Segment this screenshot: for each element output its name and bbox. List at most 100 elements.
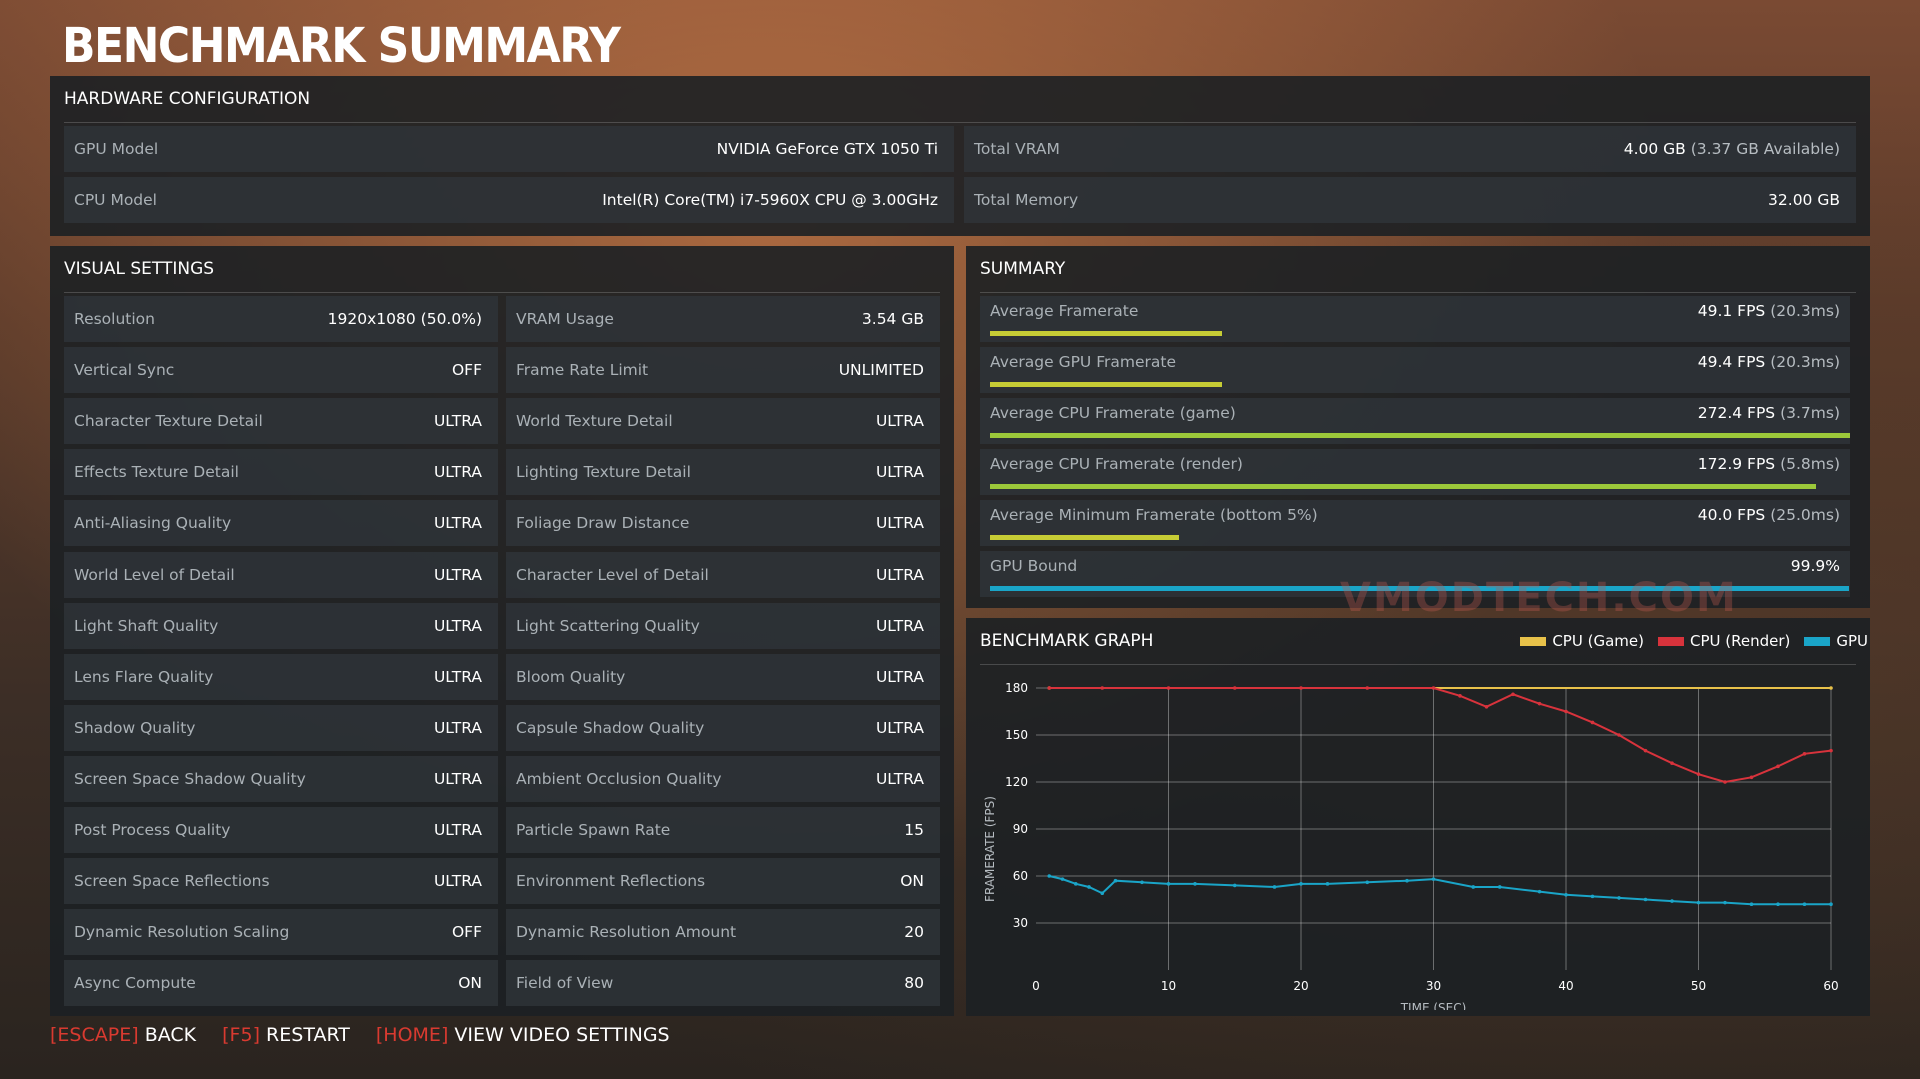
visual-setting-row: Screen Space Reflections ULTRA — [64, 858, 498, 905]
page-title: BENCHMARK SUMMARY — [62, 18, 621, 75]
visual-setting-value: ULTRA — [433, 463, 482, 482]
data-point — [1537, 701, 1542, 706]
visual-setting-value: 80 — [904, 974, 924, 993]
visual-setting-value: 1920x1080 (50.0%) — [327, 310, 482, 328]
summary-value: 40.0 FPS (25.0ms) — [1698, 506, 1840, 524]
legend-swatch-gpu — [1804, 636, 1831, 646]
summary-label: Average GPU Framerate — [990, 353, 1176, 371]
visual-setting-value: ON — [458, 974, 482, 993]
home-key: HOME — [383, 1024, 441, 1046]
visual-setting-value: ULTRA — [875, 616, 924, 635]
data-point — [1776, 764, 1780, 769]
data-point — [1431, 686, 1436, 690]
summary-value: 172.9 FPS (5.8ms) — [1698, 455, 1840, 473]
escape-back-button[interactable]: [ESCAPE] BACK — [50, 1024, 197, 1046]
visual-setting-label: Dynamic Resolution Scaling — [74, 923, 290, 942]
summary-value: 99.9% — [1791, 557, 1840, 575]
data-point — [1802, 902, 1807, 906]
visual-setting-label: Bloom Quality — [516, 667, 626, 686]
graph-legend: CPU (Game) CPU (Render) GPU — [1520, 632, 1868, 650]
visual-setting-row: Vertical Sync OFF — [64, 347, 498, 394]
y-tick-label: 30 — [1013, 916, 1028, 930]
f5-key: F5 — [229, 1024, 253, 1046]
cpu-model-row: CPU Model Intel(R) Core(TM) i7-5960X CPU… — [64, 177, 954, 223]
visual-setting-value: OFF — [451, 923, 482, 942]
data-point — [1497, 885, 1502, 889]
benchmark-graph-chart: 30 60 90 120 150 180 0 10 20 30 40 50 60 TIME (SEC) FR… — [983, 681, 1839, 1010]
visual-setting-row: Field of View 80 — [506, 960, 940, 1007]
visual-setting-row: Character Texture Detail ULTRA — [64, 398, 498, 445]
summary-bar — [990, 586, 1850, 591]
summary-bar — [990, 433, 1850, 438]
visual-setting-label: Field of View — [516, 974, 614, 993]
visual-setting-value: ULTRA — [433, 514, 482, 533]
visual-setting-label: World Texture Detail — [516, 412, 673, 431]
visual-setting-row: Post Process Quality ULTRA — [64, 807, 498, 853]
gpu-model-label: GPU Model — [74, 140, 159, 158]
data-point — [1232, 686, 1237, 690]
visual-setting-label: Lighting Texture Detail — [516, 463, 691, 482]
data-point — [1299, 882, 1303, 886]
visual-setting-value: ULTRA — [875, 412, 924, 431]
summary-row: Average GPU Framerate 49.4 FPS (20.3ms) — [980, 347, 1850, 393]
data-point — [1537, 889, 1542, 894]
data-point — [1670, 899, 1674, 903]
visual-setting-row: Screen Space Shadow Quality ULTRA — [64, 755, 498, 802]
y-tick-label: 90 — [1013, 822, 1028, 836]
summary-value-main: 49.1 FPS — [1697, 302, 1766, 320]
summary-label: Average CPU Framerate (game) — [990, 404, 1236, 422]
visual-setting-value: 20 — [904, 923, 924, 942]
summary-value: 49.1 FPS (20.3ms) — [1698, 302, 1840, 320]
visual-setting-label: Resolution — [74, 310, 155, 328]
f5-restart-button[interactable]: [F5] RESTART — [222, 1024, 350, 1046]
summary-label: Average Framerate — [990, 302, 1139, 320]
visual-setting-value: ULTRA — [875, 667, 924, 686]
benchmark-graph-heading: BENCHMARK GRAPH — [980, 618, 1856, 665]
visual-setting-value: ULTRA — [433, 769, 482, 788]
data-point — [1431, 877, 1436, 881]
home-view-video-settings-button[interactable]: [HOME] VIEW VIDEO SETTINGS — [375, 1024, 670, 1046]
data-point — [1643, 748, 1648, 753]
visual-setting-label: Character Level of Detail — [516, 565, 709, 584]
data-point — [1643, 897, 1648, 902]
summary-label: Average CPU Framerate (render) — [990, 455, 1243, 473]
x-axis-label: TIME (SEC) — [1400, 1001, 1467, 1010]
data-point — [1617, 733, 1621, 737]
y-tick-label: 120 — [1005, 775, 1028, 789]
summary-label: Average Minimum Framerate (bottom 5%) — [990, 506, 1318, 524]
data-point — [1073, 882, 1078, 886]
data-point — [1802, 752, 1807, 756]
data-point — [1193, 882, 1197, 886]
data-point — [1232, 883, 1237, 888]
visual-setting-value: ULTRA — [875, 565, 924, 584]
footer-controls: [ESCAPE] BACK [F5] RESTART [HOME] VIEW V… — [50, 1024, 670, 1046]
data-point — [1723, 900, 1727, 905]
visual-setting-label: Shadow Quality — [74, 718, 196, 737]
visual-setting-row: Shadow Quality ULTRA — [64, 704, 498, 751]
data-point — [1272, 885, 1277, 889]
summary-row: Average CPU Framerate (game) 272.4 FPS (3… — [980, 398, 1850, 444]
data-point — [1670, 761, 1674, 765]
visual-setting-label: Environment Reflections — [516, 872, 706, 891]
visual-setting-row: Character Level of Detail ULTRA — [506, 551, 940, 598]
y-tick-label: 180 — [1005, 681, 1028, 695]
visual-setting-label: Post Process Quality — [74, 821, 231, 839]
visual-setting-label: Screen Space Reflections — [74, 872, 270, 891]
data-point — [1776, 902, 1780, 906]
data-point — [1113, 878, 1118, 883]
data-point — [1590, 894, 1595, 899]
data-point — [1617, 896, 1621, 900]
data-point — [1564, 709, 1568, 714]
visual-setting-label: Async Compute — [74, 974, 196, 993]
summary-value: 272.4 FPS (3.7ms) — [1698, 404, 1840, 422]
data-point — [1047, 686, 1052, 690]
visual-setting-row: Async Compute ON — [64, 960, 498, 1007]
legend-cpu-render: CPU (Render) — [1657, 632, 1790, 650]
y-tick-label: 150 — [1005, 728, 1028, 742]
summary-row: Average Minimum Framerate (bottom 5%) 40.… — [980, 500, 1850, 546]
data-point — [1166, 882, 1171, 886]
gpu-model-row: GPU Model NVIDIA GeForce GTX 1050 Ti — [64, 126, 954, 172]
summary-value-ms: (5.8ms) — [1780, 455, 1840, 473]
hardware-configuration-heading: HARDWARE CONFIGURATION — [64, 76, 1856, 123]
visual-setting-row: Lens Flare Quality ULTRA — [64, 653, 498, 700]
